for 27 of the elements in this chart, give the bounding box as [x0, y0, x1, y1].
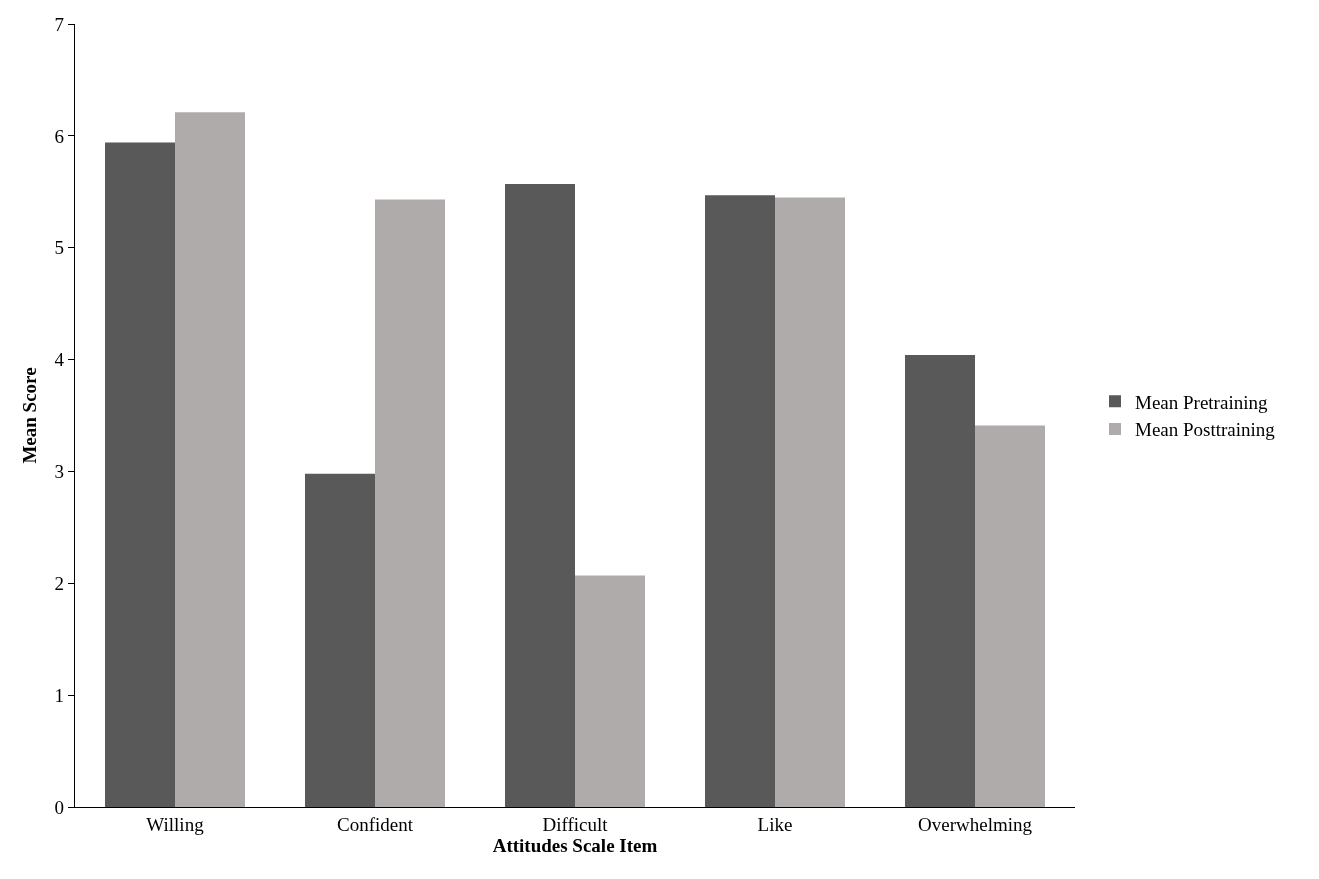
x-tick-label: Confident [337, 813, 414, 835]
bar [905, 355, 975, 807]
y-axis-title: Mean Score [19, 367, 41, 464]
bar [705, 195, 775, 807]
x-tick-label: Like [757, 813, 793, 835]
bar [105, 142, 175, 807]
y-tick-label: 4 [54, 349, 65, 371]
y-tick-label: 1 [54, 684, 65, 706]
bar [505, 183, 575, 807]
x-tick-label: Overwhelming [918, 813, 1033, 835]
x-tick-label: Willing [146, 813, 205, 835]
bar [375, 199, 445, 807]
y-tick-label: 3 [54, 461, 65, 483]
bar [575, 575, 645, 807]
y-tick-label: 5 [54, 237, 65, 259]
bar [175, 112, 245, 807]
legend-label: Mean Pretraining [1135, 391, 1268, 413]
y-tick-label: 0 [54, 796, 65, 818]
x-axis-title: Attitudes Scale Item [492, 834, 658, 856]
legend-label: Mean Posttraining [1135, 419, 1276, 441]
x-tick-label: Difficult [542, 813, 609, 835]
bar [775, 197, 845, 807]
bar [305, 473, 375, 807]
y-tick-label: 7 [54, 13, 65, 35]
bar [975, 425, 1045, 807]
y-tick-label: 2 [54, 572, 65, 594]
y-tick-label: 6 [54, 125, 65, 147]
